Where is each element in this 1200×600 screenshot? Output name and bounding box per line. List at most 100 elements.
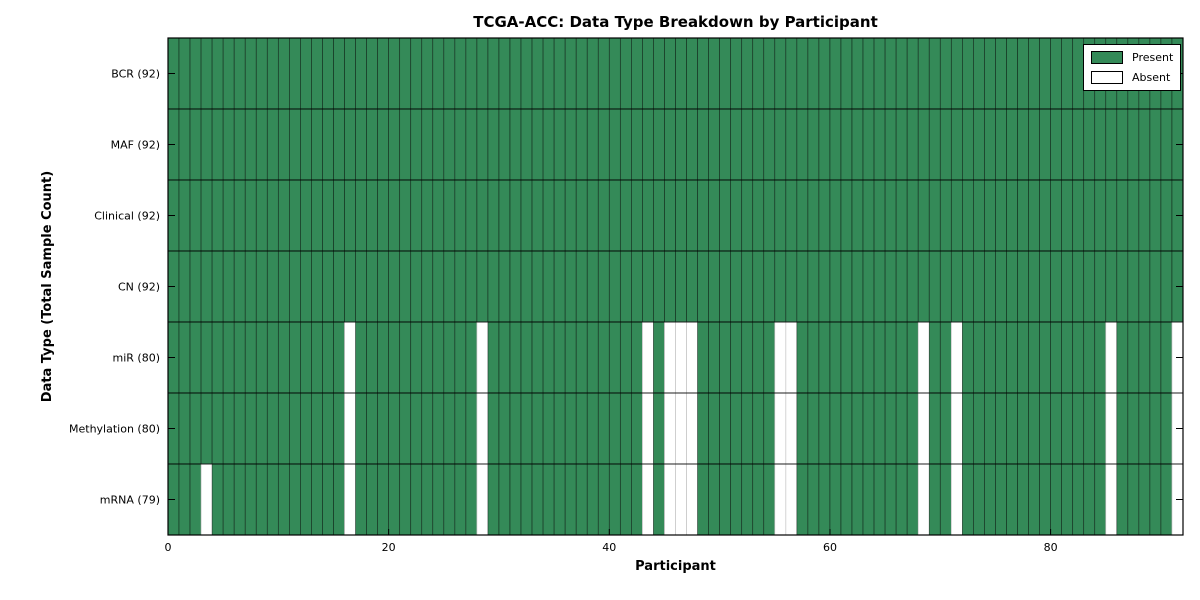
heatmap-cell xyxy=(862,179,875,252)
x-axis-label: Participant xyxy=(635,559,716,574)
legend: Present Absent xyxy=(1083,44,1182,91)
heatmap-cell xyxy=(1127,392,1140,465)
heatmap-cell xyxy=(995,392,1007,465)
heatmap-cell xyxy=(950,392,963,465)
x-tick-label: 80 xyxy=(1044,541,1058,554)
heatmap-cell xyxy=(984,250,996,323)
heatmap-cell xyxy=(741,37,754,110)
heatmap-cell xyxy=(884,37,897,110)
heatmap-cell xyxy=(1083,179,1096,252)
heatmap-cell xyxy=(939,108,952,181)
heatmap-cell xyxy=(410,463,423,536)
heatmap-cell xyxy=(818,108,831,181)
heatmap-cell xyxy=(344,179,356,252)
heatmap-cell xyxy=(200,392,213,465)
heatmap-cell xyxy=(686,108,698,181)
heatmap-cell xyxy=(421,37,434,110)
heatmap-cell xyxy=(575,37,588,110)
heatmap-cell xyxy=(873,108,886,181)
heatmap-cell xyxy=(597,250,610,323)
heatmap-cell xyxy=(399,392,412,465)
heatmap-cell xyxy=(642,37,654,110)
heatmap-cell xyxy=(553,321,566,394)
heatmap-cell xyxy=(873,392,886,465)
heatmap-cell xyxy=(1017,392,1029,465)
heatmap-cell xyxy=(366,321,378,394)
heatmap-cell xyxy=(476,37,489,110)
heatmap-cell xyxy=(708,392,720,465)
heatmap-cell xyxy=(564,108,577,181)
heatmap-cell xyxy=(1017,321,1029,394)
heatmap-cell xyxy=(1138,108,1151,181)
heatmap-cell xyxy=(211,108,224,181)
heatmap-cell xyxy=(531,108,544,181)
heatmap-cell xyxy=(807,179,820,252)
heatmap-cell xyxy=(895,321,908,394)
heatmap-cell xyxy=(973,179,985,252)
heatmap-cell xyxy=(928,392,941,465)
heatmap-cell xyxy=(564,392,577,465)
heatmap-cell xyxy=(818,463,831,536)
heatmap-cell xyxy=(465,250,478,323)
heatmap-cell xyxy=(487,37,500,110)
heatmap-cell xyxy=(653,179,665,252)
heatmap-cell xyxy=(895,108,908,181)
heatmap-cell xyxy=(498,463,511,536)
heatmap-cell xyxy=(277,37,290,110)
heatmap-cell xyxy=(741,108,754,181)
heatmap-cell xyxy=(222,392,235,465)
heatmap-cell xyxy=(487,179,500,252)
heatmap-cell xyxy=(961,321,974,394)
heatmap-cell xyxy=(575,250,588,323)
heatmap-cell xyxy=(906,179,919,252)
heatmap-cell xyxy=(631,179,643,252)
heatmap-cell xyxy=(1127,463,1140,536)
heatmap-cell xyxy=(465,321,478,394)
heatmap-cell xyxy=(675,463,687,536)
heatmap-cell xyxy=(785,463,798,536)
heatmap-cell xyxy=(1160,463,1173,536)
heatmap-cell xyxy=(1028,250,1040,323)
chart-title: TCGA-ACC: Data Type Breakdown by Partici… xyxy=(473,13,878,31)
heatmap-cell xyxy=(1149,250,1162,323)
heatmap-cell xyxy=(928,321,941,394)
x-tick-label: 0 xyxy=(165,541,172,554)
heatmap-cell xyxy=(862,250,875,323)
heatmap-cell xyxy=(973,321,985,394)
heatmap-cell xyxy=(509,250,522,323)
heatmap-cell xyxy=(1083,108,1096,181)
heatmap-cell xyxy=(520,463,533,536)
heatmap-cell xyxy=(774,392,787,465)
heatmap-cell xyxy=(906,392,919,465)
heatmap-cell xyxy=(1006,392,1018,465)
heatmap-cell xyxy=(608,463,621,536)
heatmap-cell xyxy=(443,392,456,465)
heatmap-cell xyxy=(366,250,378,323)
heatmap-cell xyxy=(333,321,345,394)
heatmap-cell xyxy=(355,250,367,323)
heatmap-cell xyxy=(1160,108,1173,181)
heatmap-cell xyxy=(642,463,654,536)
heatmap-cell xyxy=(719,37,732,110)
heatmap-cell xyxy=(575,392,588,465)
heatmap-cell xyxy=(973,463,985,536)
heatmap-cell xyxy=(355,37,367,110)
heatmap-cell xyxy=(807,108,820,181)
heatmap-cell xyxy=(178,108,191,181)
heatmap-cell xyxy=(388,250,401,323)
heatmap-cell xyxy=(862,392,875,465)
heatmap-cell xyxy=(266,179,279,252)
heatmap-cell xyxy=(851,179,864,252)
heatmap-cell xyxy=(410,392,423,465)
heatmap-cell xyxy=(476,179,489,252)
heatmap-cell xyxy=(829,321,842,394)
heatmap-cell xyxy=(399,250,412,323)
heatmap-cell xyxy=(829,392,842,465)
heatmap-cell xyxy=(553,392,566,465)
heatmap-cell xyxy=(575,108,588,181)
heatmap-cell xyxy=(708,321,720,394)
heatmap-cell xyxy=(818,179,831,252)
heatmap-cell xyxy=(1050,463,1062,536)
heatmap-cell xyxy=(322,321,334,394)
